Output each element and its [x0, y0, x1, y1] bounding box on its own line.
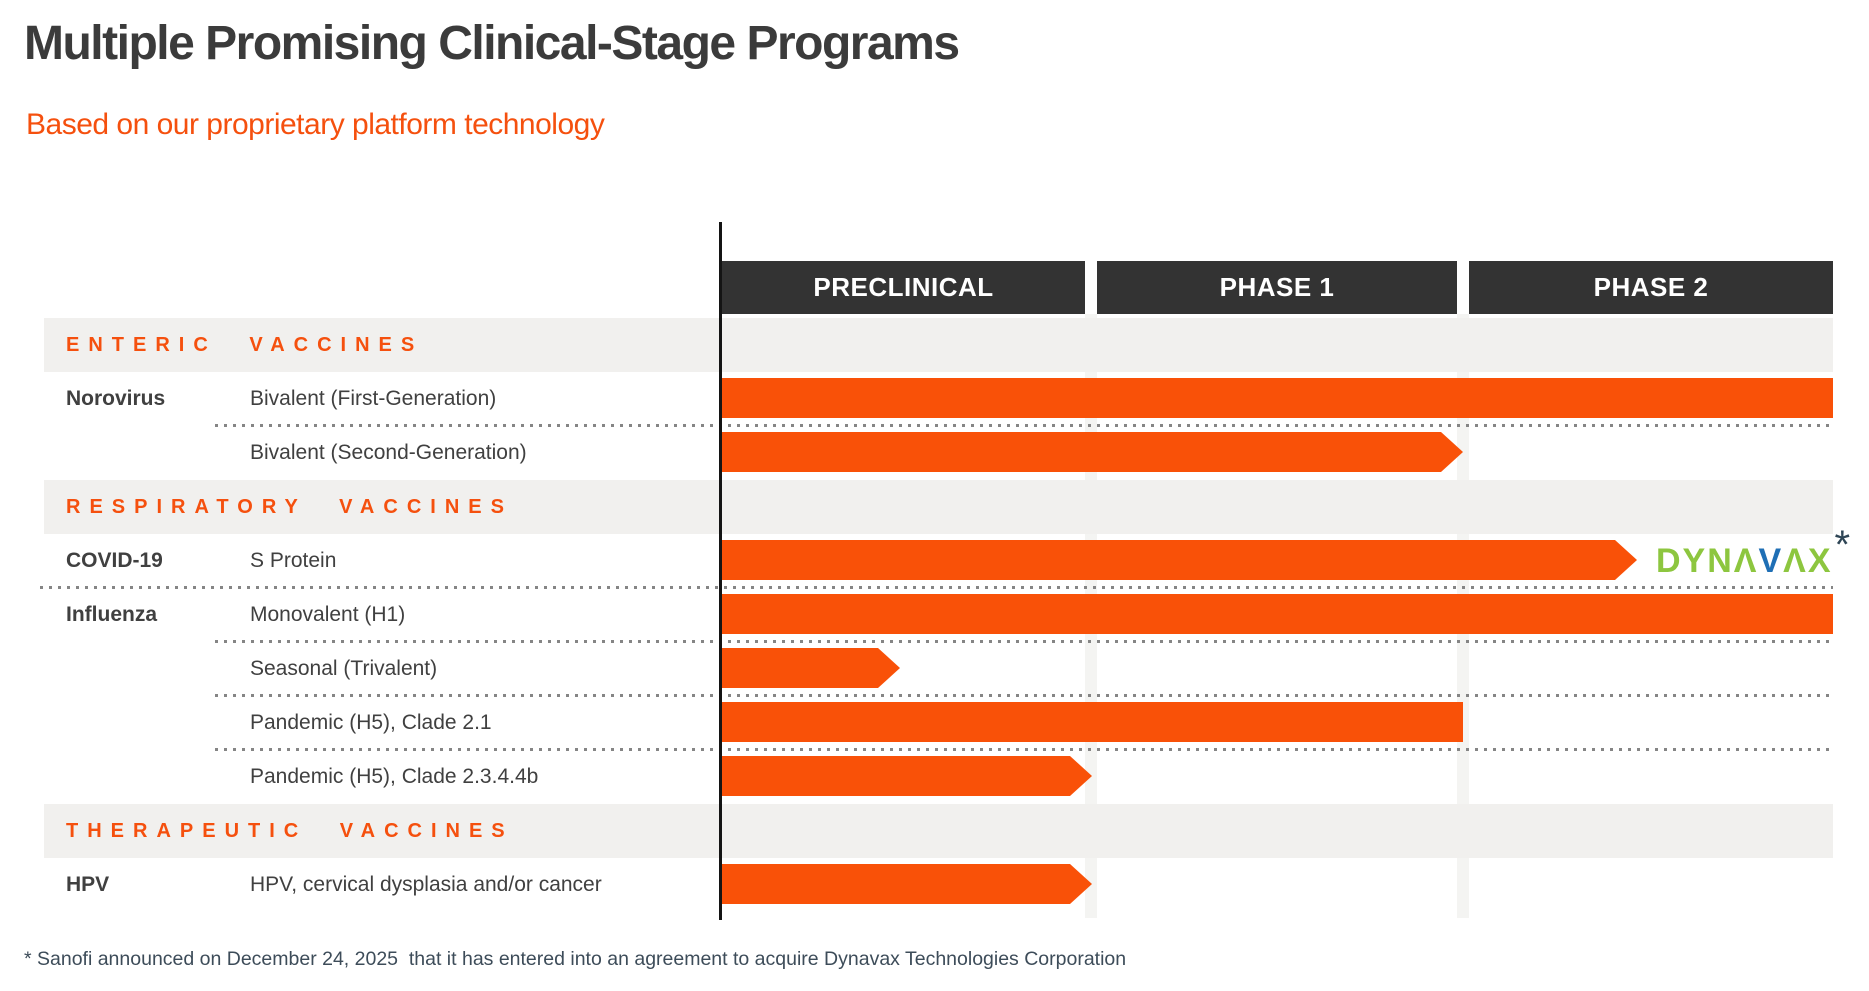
row-divider	[215, 640, 1833, 643]
dynavax-logo: DYN Λ V Λ X *	[1656, 523, 1850, 588]
disease-label: Norovirus	[66, 387, 166, 410]
dynavax-letter: V	[1758, 541, 1784, 580]
pipeline-bar	[722, 540, 1637, 580]
dynavax-letter: DYN	[1656, 541, 1734, 580]
dynavax-letter: X	[1807, 541, 1833, 580]
section-band	[44, 480, 1833, 534]
pipeline-bar	[722, 432, 1463, 472]
section-label: RESPIRATORY VACCINES	[66, 496, 513, 518]
pipeline-bar	[722, 702, 1463, 742]
pipeline-bar	[722, 864, 1092, 904]
program-label: Monovalent (H1)	[250, 603, 406, 626]
pipeline-bar	[722, 648, 900, 688]
row-divider	[40, 586, 1833, 589]
program-label: S Protein	[250, 549, 337, 572]
disease-label: HPV	[66, 873, 110, 896]
stage-header-phase-1: PHASE 1	[1097, 261, 1457, 314]
disease-label: Influenza	[66, 603, 158, 626]
row-divider	[215, 694, 1833, 697]
pipeline-bar	[722, 378, 1833, 418]
dynavax-asterisk: *	[1834, 522, 1851, 567]
row-divider	[215, 748, 1833, 751]
dynavax-letter: Λ	[1783, 541, 1808, 580]
program-label: Bivalent (First-Generation)	[250, 387, 497, 410]
program-label: HPV, cervical dysplasia and/or cancer	[250, 873, 602, 896]
page-subtitle: Based on our proprietary platform techno…	[26, 108, 605, 141]
section-label: THERAPEUTIC VACCINES	[66, 820, 514, 842]
program-label: Pandemic (H5), Clade 2.3.4.4b	[250, 765, 539, 788]
pipeline-bar	[722, 594, 1833, 634]
row-divider	[215, 424, 1833, 427]
footnote: * Sanofi announced on December 24, 2025 …	[24, 948, 1127, 970]
stage-header-phase-2: PHASE 2	[1469, 261, 1833, 314]
disease-label: COVID-19	[66, 549, 163, 572]
dynavax-letter: Λ	[1733, 541, 1759, 580]
section-label: ENTERIC VACCINES	[66, 334, 424, 356]
program-label: Bivalent (Second-Generation)	[250, 441, 527, 464]
pipeline-bar	[722, 756, 1092, 796]
axis-line	[719, 222, 722, 920]
page-title: Multiple Promising Clinical-Stage Progra…	[24, 17, 960, 70]
program-label: Pandemic (H5), Clade 2.1	[250, 711, 492, 734]
program-label: Seasonal (Trivalent)	[250, 657, 438, 680]
section-band	[44, 318, 1833, 372]
section-band	[44, 804, 1833, 858]
stage-header-preclinical: PRECLINICAL	[722, 261, 1085, 314]
